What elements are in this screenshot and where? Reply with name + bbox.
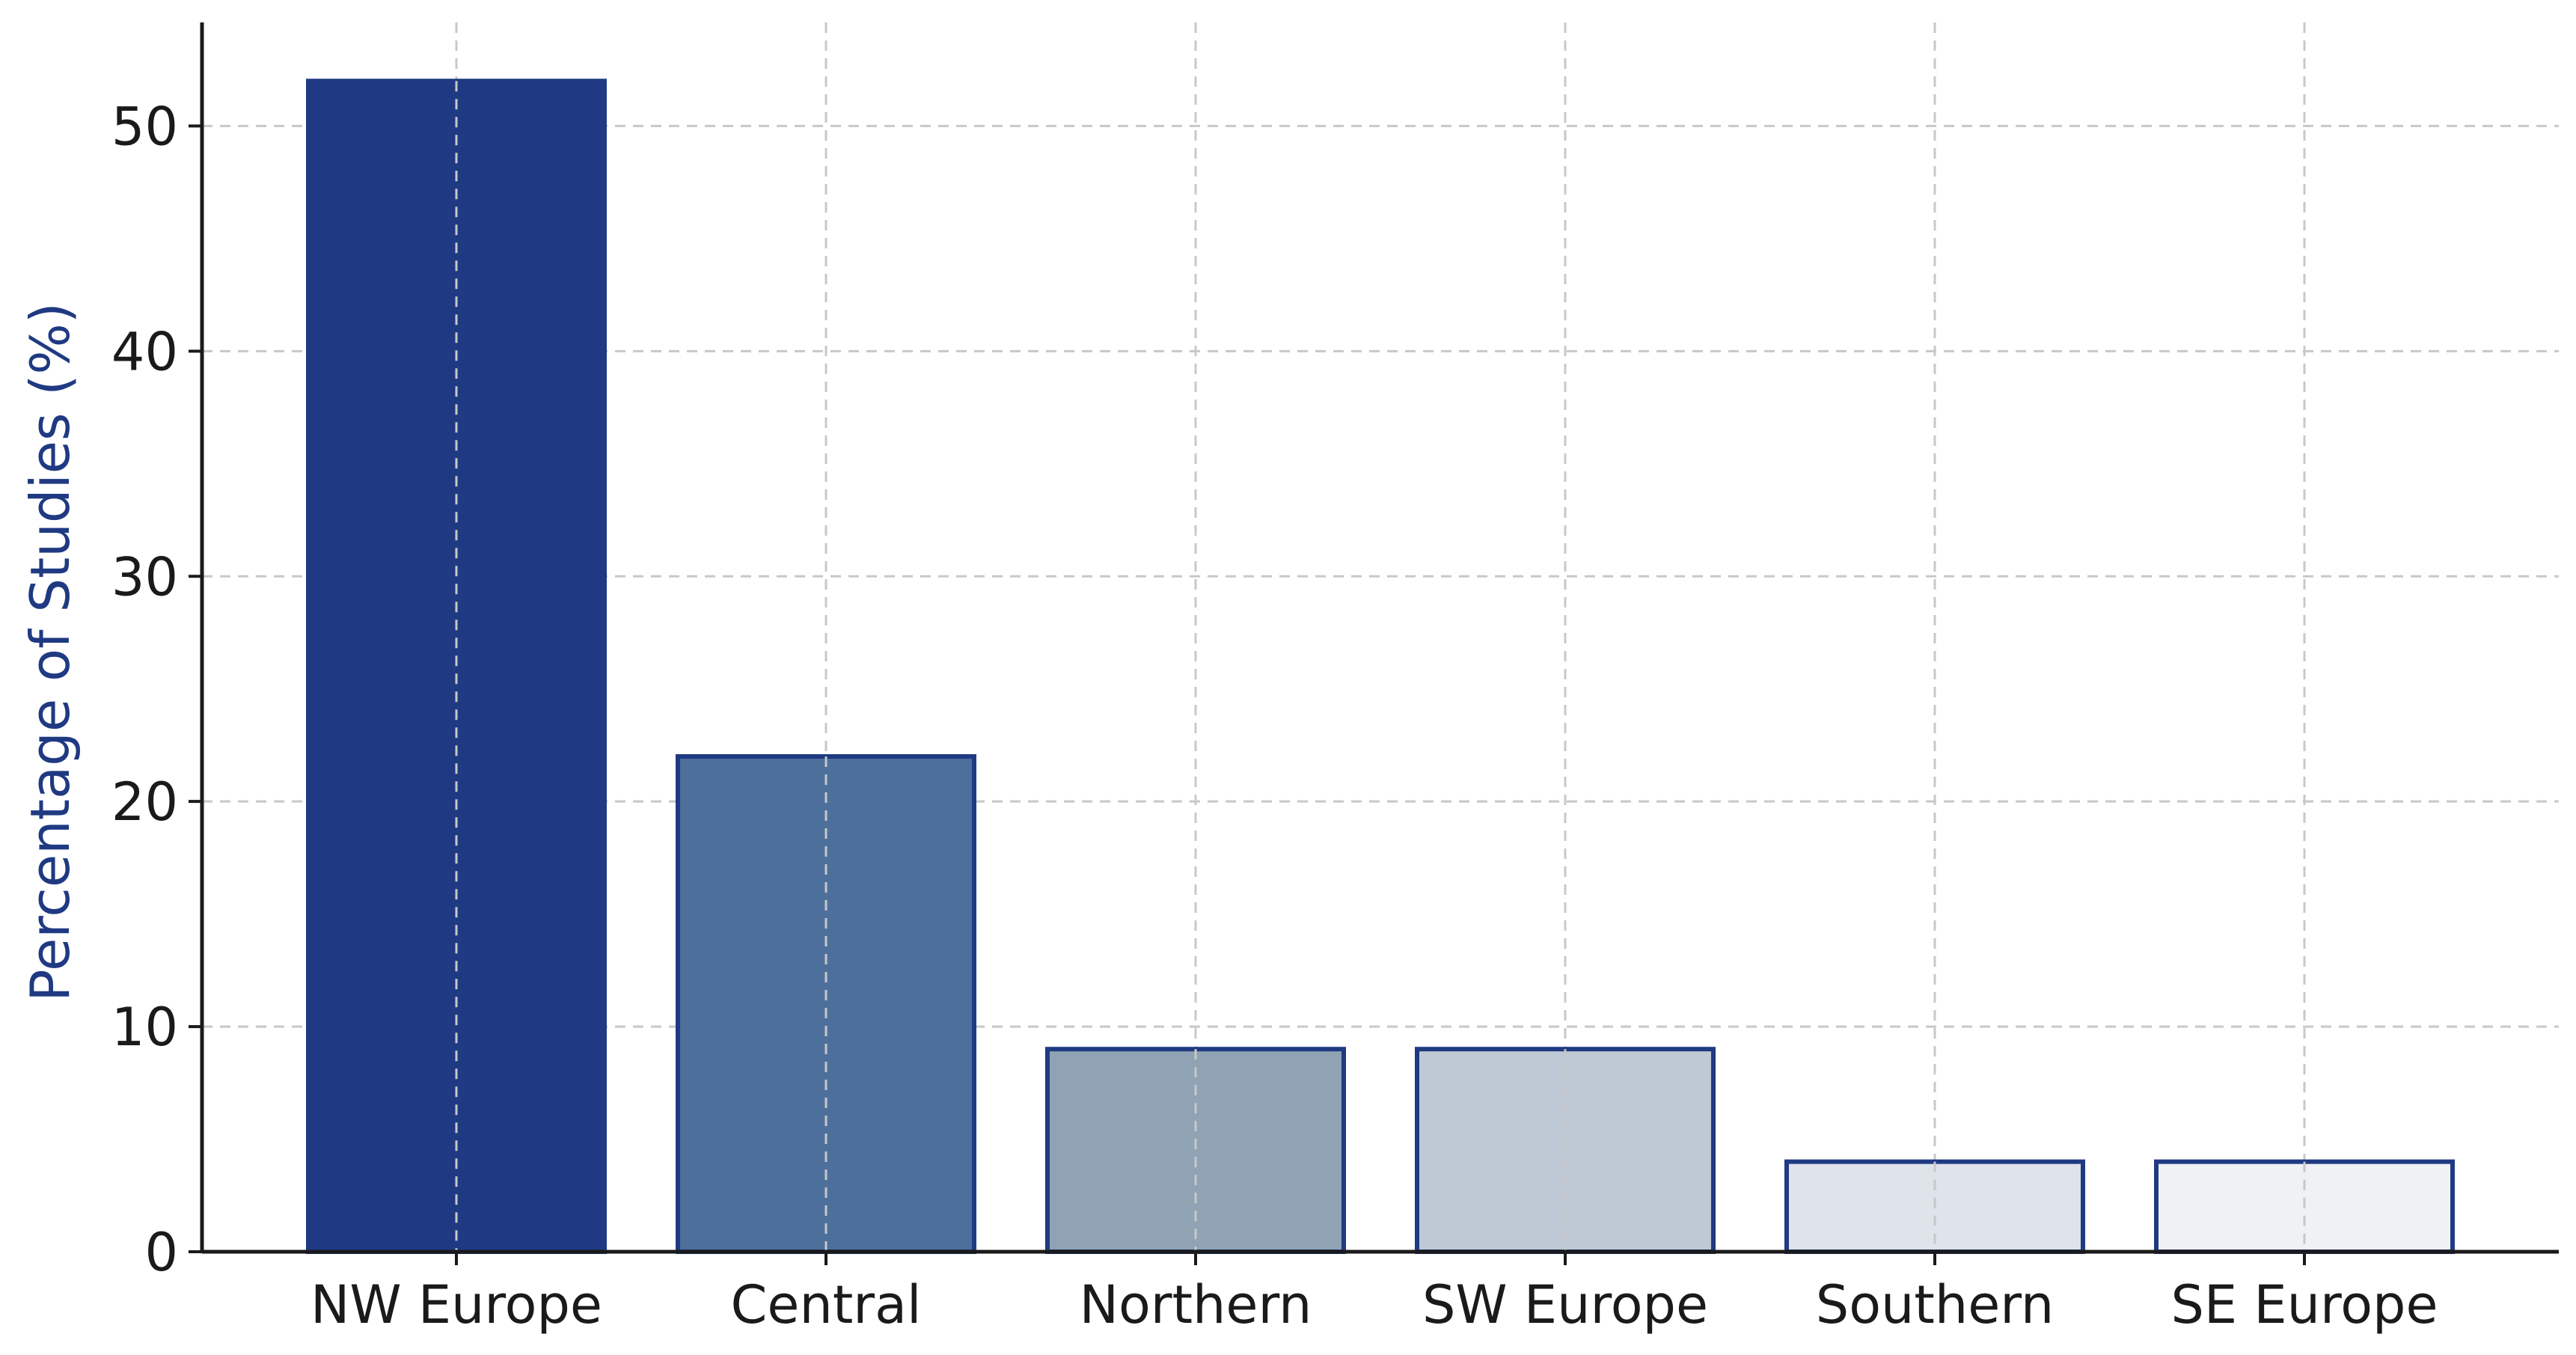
x-tick-label: SE Europe	[2170, 1274, 2438, 1336]
y-tick-label: 30	[111, 546, 178, 608]
x-tick-label: NW Europe	[310, 1274, 602, 1336]
y-tick-label: 20	[111, 771, 178, 833]
y-axis-title: Percentage of Studies (%)	[19, 302, 82, 1002]
y-tick-label: 0	[144, 1222, 178, 1283]
x-tick-label: Central	[731, 1274, 922, 1336]
x-tick-label: Southern	[1816, 1274, 2054, 1336]
labels: 0 10 20 30 40 50 NW Europe Central Northern SW Eu…	[19, 96, 2438, 1336]
x-tick-label: SW Europe	[1422, 1274, 1708, 1336]
bar-sw-europe	[1415, 1047, 1716, 1254]
bars	[306, 79, 2455, 1255]
axes	[189, 22, 2559, 1265]
y-tick-label: 50	[111, 96, 178, 157]
bar-central	[676, 753, 976, 1254]
y-tick-label: 10	[111, 997, 178, 1058]
x-tick-label: Northern	[1080, 1274, 1312, 1336]
bar-northern	[1045, 1047, 1346, 1254]
y-tick-label: 40	[111, 321, 178, 382]
